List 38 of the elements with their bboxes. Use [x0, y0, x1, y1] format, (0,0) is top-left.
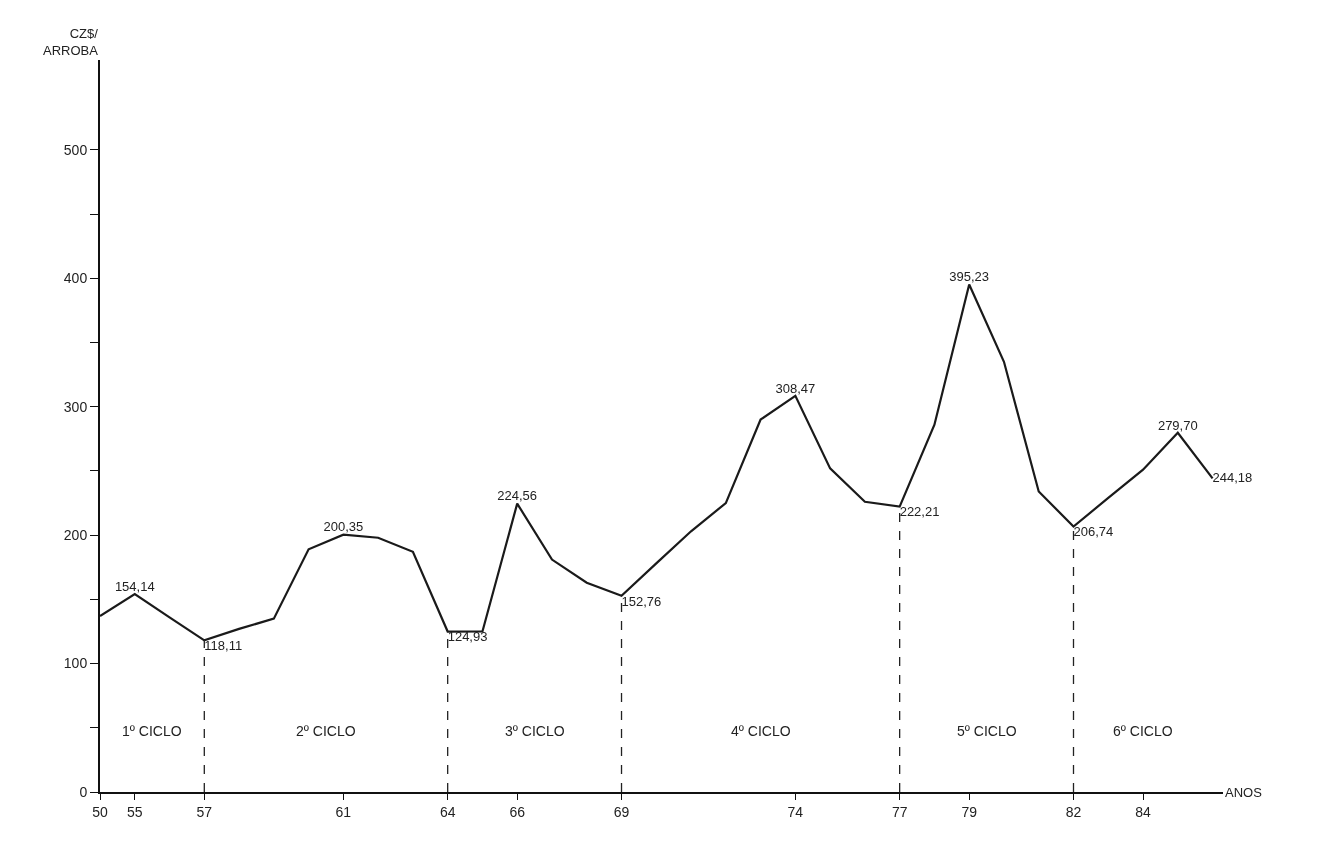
y-axis-title: CZ$/ ARROBA: [43, 26, 99, 58]
x-tick-label: 74: [787, 803, 804, 820]
x-tick-label: 79: [961, 803, 978, 820]
data-label: 200,35: [323, 519, 364, 535]
data-label: 118,11: [204, 638, 243, 654]
x-tick-label: 84: [1135, 803, 1152, 820]
x-tick-label: 69: [613, 803, 630, 820]
annotation: 6º CICLO: [1113, 723, 1173, 739]
x-tick-label: 66: [509, 803, 526, 820]
data-label: 124,93: [447, 629, 488, 645]
x-axis-title: ANOS: [1225, 785, 1263, 800]
x-tick-label: 77: [891, 803, 908, 820]
x-tick-label: 50: [92, 803, 108, 820]
x-tick-label: 55: [126, 803, 143, 820]
data-label: 222,21: [899, 504, 940, 520]
data-label: 206,74: [1073, 524, 1114, 540]
y-tick-label: 100: [63, 655, 88, 672]
y-tick-label: 400: [63, 270, 88, 287]
annotation: 4º CICLO: [731, 723, 791, 739]
data-label: 279,70: [1157, 417, 1198, 433]
y-tick-label: 500: [63, 141, 88, 158]
data-label: 154,14: [114, 578, 155, 594]
annotation: 2º CICLO: [296, 723, 356, 739]
data-label: 244,18: [1212, 469, 1253, 485]
x-tick-label: 61: [335, 803, 352, 820]
annotation: 3º CICLO: [505, 723, 565, 739]
data-label: 224,56: [497, 488, 538, 504]
y-tick-label: 300: [63, 398, 88, 415]
y-tick-label: 0: [79, 783, 88, 800]
y-tick-label: 200: [63, 527, 88, 544]
data-label: 308,47: [775, 380, 816, 396]
x-tick-label: 64: [439, 803, 456, 820]
data-label: 395,23: [949, 269, 990, 285]
data-label: 152,76: [621, 593, 662, 609]
x-tick-label: 57: [196, 803, 213, 820]
x-tick-label: 82: [1065, 803, 1082, 820]
annotation: 5º CICLO: [957, 723, 1017, 739]
annotation: 1º CICLO: [122, 723, 182, 739]
